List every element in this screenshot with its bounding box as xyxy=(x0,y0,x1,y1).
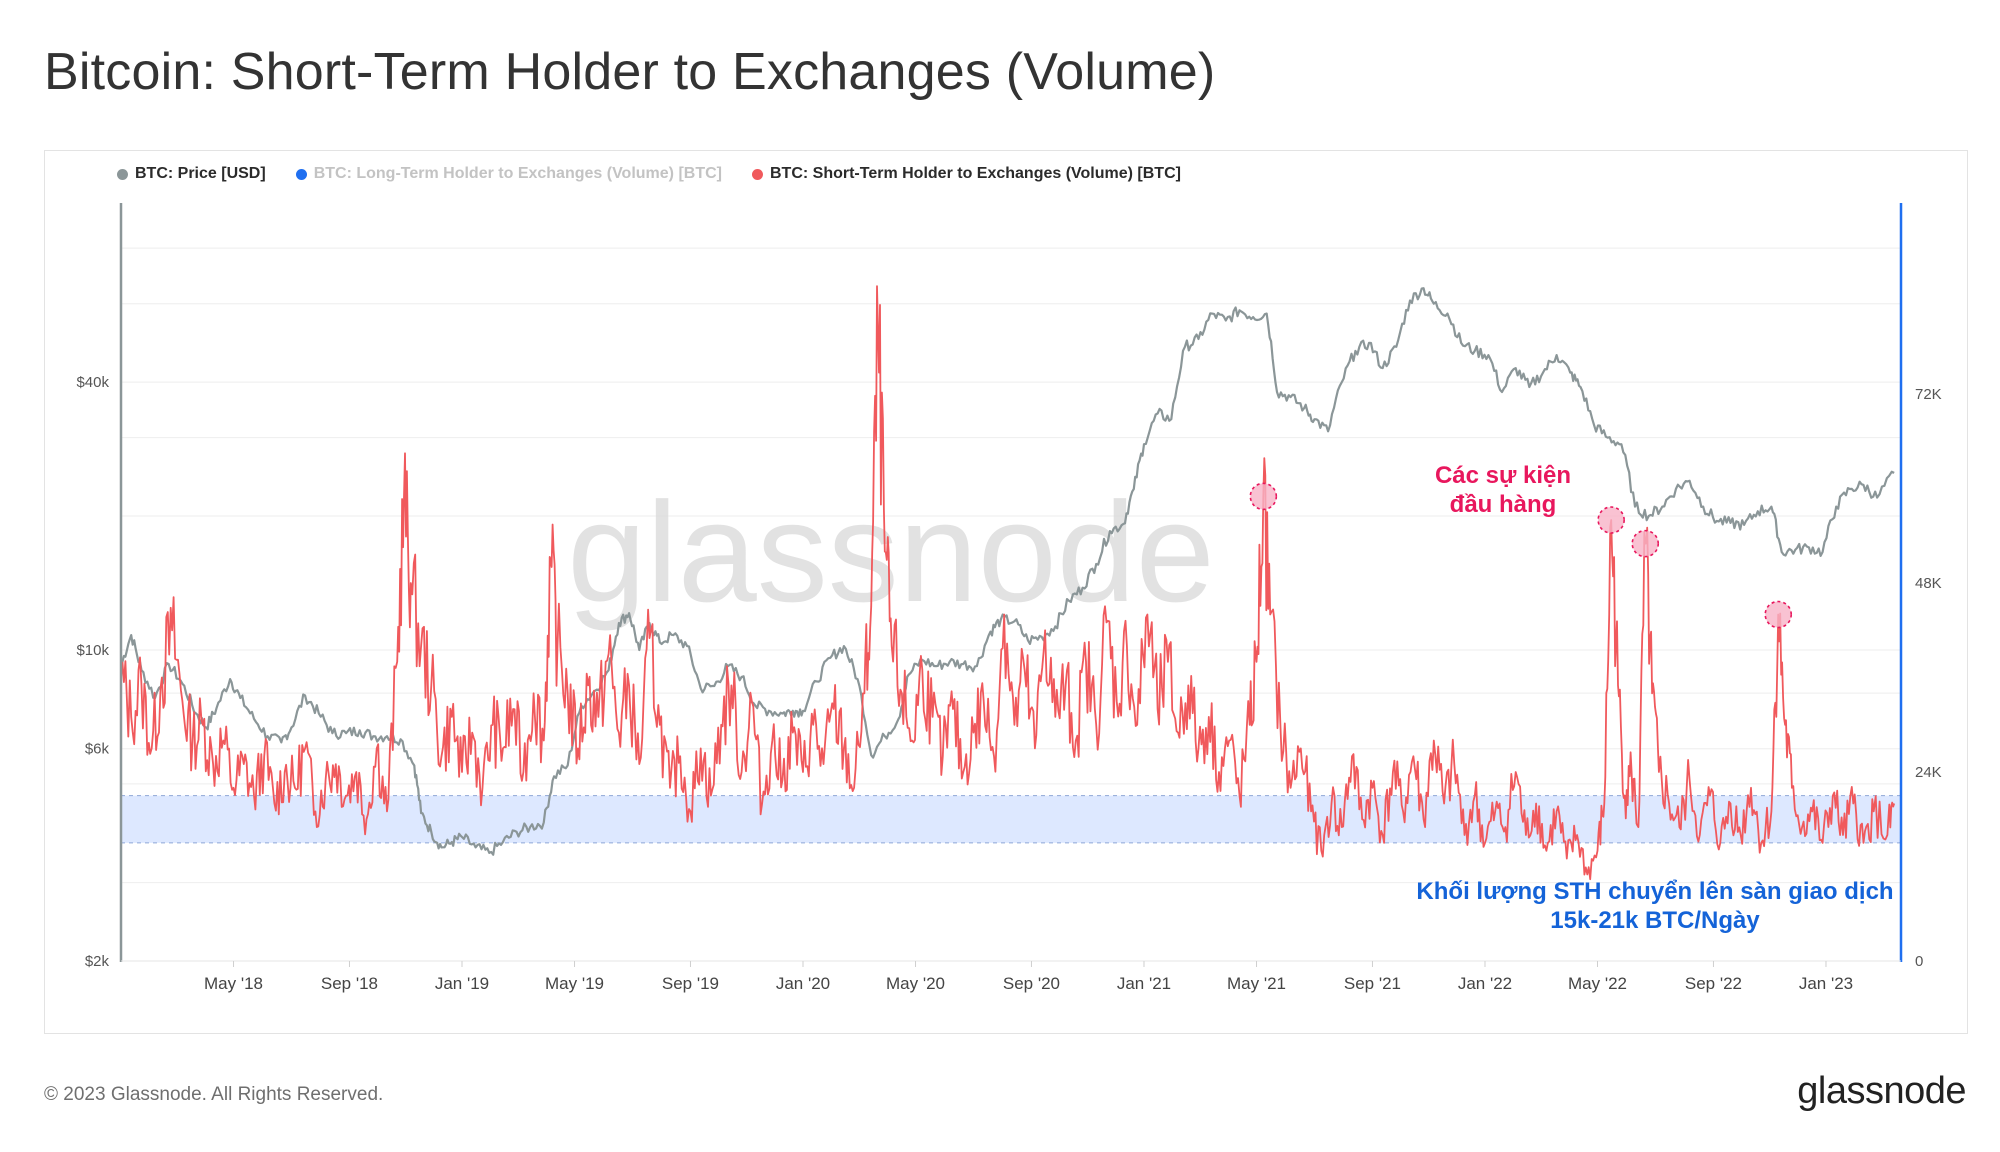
series-sth-volume-line xyxy=(120,285,1896,881)
capitulation-marker xyxy=(1249,482,1278,511)
left-axis-tick-label: $6k xyxy=(85,741,110,758)
legend-label-price: BTC: Price [USD] xyxy=(135,165,266,182)
x-axis-tick-label: Sep '20 xyxy=(1003,974,1060,993)
page-title: Bitcoin: Short-Term Holder to Exchanges … xyxy=(44,43,1216,101)
legend-item-sth[interactable]: BTC: Short-Term Holder to Exchanges (Vol… xyxy=(751,165,1181,183)
footer-logo: glassnode xyxy=(1797,1070,1966,1112)
right-axis-tick-label: 72K xyxy=(1915,386,1942,403)
annotation-capitulation-line2: đầu hàng xyxy=(1449,491,1557,518)
right-axis-tick-label: 48K xyxy=(1915,575,1942,592)
annotation-capitulation-line1: Các sự kiện xyxy=(1434,462,1572,489)
right-axis-tick-label: 0 xyxy=(1915,953,1923,970)
x-axis-tick-label: May '22 xyxy=(1568,974,1627,993)
legend-dot-lth xyxy=(295,168,307,180)
legend-item-lth[interactable]: BTC: Long-Term Holder to Exchanges (Volu… xyxy=(295,165,722,183)
chart-canvas: glassnode $2k $6k $10k $40k 0 24K 48K 72K May '1… xyxy=(76,203,1942,993)
chart-panel: BTC: Price [USD] BTC: Long-Term Holder t… xyxy=(44,150,1968,1034)
x-axis-tick-label: May '18 xyxy=(204,974,263,993)
capitulation-marker xyxy=(1764,600,1793,629)
x-axis-tick-label: Sep '21 xyxy=(1344,974,1401,993)
left-axis-tick-label: $10k xyxy=(76,642,109,659)
annotation-band-line1: Khối lượng STH chuyển lên sàn giao dịch xyxy=(1416,878,1894,905)
chart-watermark: glassnode xyxy=(567,473,1214,632)
legend-dot-sth xyxy=(751,168,763,180)
x-axis-tick-label: May '20 xyxy=(886,974,945,993)
x-axis-tick-label: Jan '19 xyxy=(435,974,489,993)
x-axis-tick-label: Jan '22 xyxy=(1458,974,1512,993)
capitulation-marker xyxy=(1597,506,1625,534)
left-axis-tick-label: $40k xyxy=(76,374,109,391)
annotation-band-line2: 15k-21k BTC/Ngày xyxy=(1550,907,1760,934)
x-axis-tick-label: May '19 xyxy=(545,974,604,993)
annotation-band: Khối lượng STH chuyển lên sàn giao dịch … xyxy=(1375,877,1935,935)
legend: BTC: Price [USD] BTC: Long-Term Holder t… xyxy=(117,165,1181,183)
legend-label-lth: BTC: Long-Term Holder to Exchanges (Volu… xyxy=(313,165,722,182)
x-axis-tick-label: Jan '21 xyxy=(1117,974,1171,993)
x-axis-tick-label: Sep '22 xyxy=(1685,974,1742,993)
x-axis-tick-label: Jan '20 xyxy=(776,974,830,993)
left-axis-tick-label: $2k xyxy=(85,953,110,970)
capitulation-marker xyxy=(1631,529,1660,558)
x-axis-tick-label: Sep '18 xyxy=(321,974,378,993)
x-axis-tick-label: Jan '23 xyxy=(1799,974,1853,993)
legend-dot-price xyxy=(117,168,128,180)
footer-copyright: © 2023 Glassnode. All Rights Reserved. xyxy=(44,1084,384,1105)
series-price-line xyxy=(119,287,1895,856)
legend-item-price[interactable]: BTC: Price [USD] xyxy=(117,165,266,183)
x-axis-tick-label: May '21 xyxy=(1227,974,1286,993)
x-axis-tick-label: Sep '19 xyxy=(662,974,719,993)
legend-label-sth: BTC: Short-Term Holder to Exchanges (Vol… xyxy=(769,165,1181,182)
annotation-capitulation: Các sự kiện đầu hàng xyxy=(1423,461,1583,519)
right-axis-tick-label: 24K xyxy=(1915,764,1942,781)
